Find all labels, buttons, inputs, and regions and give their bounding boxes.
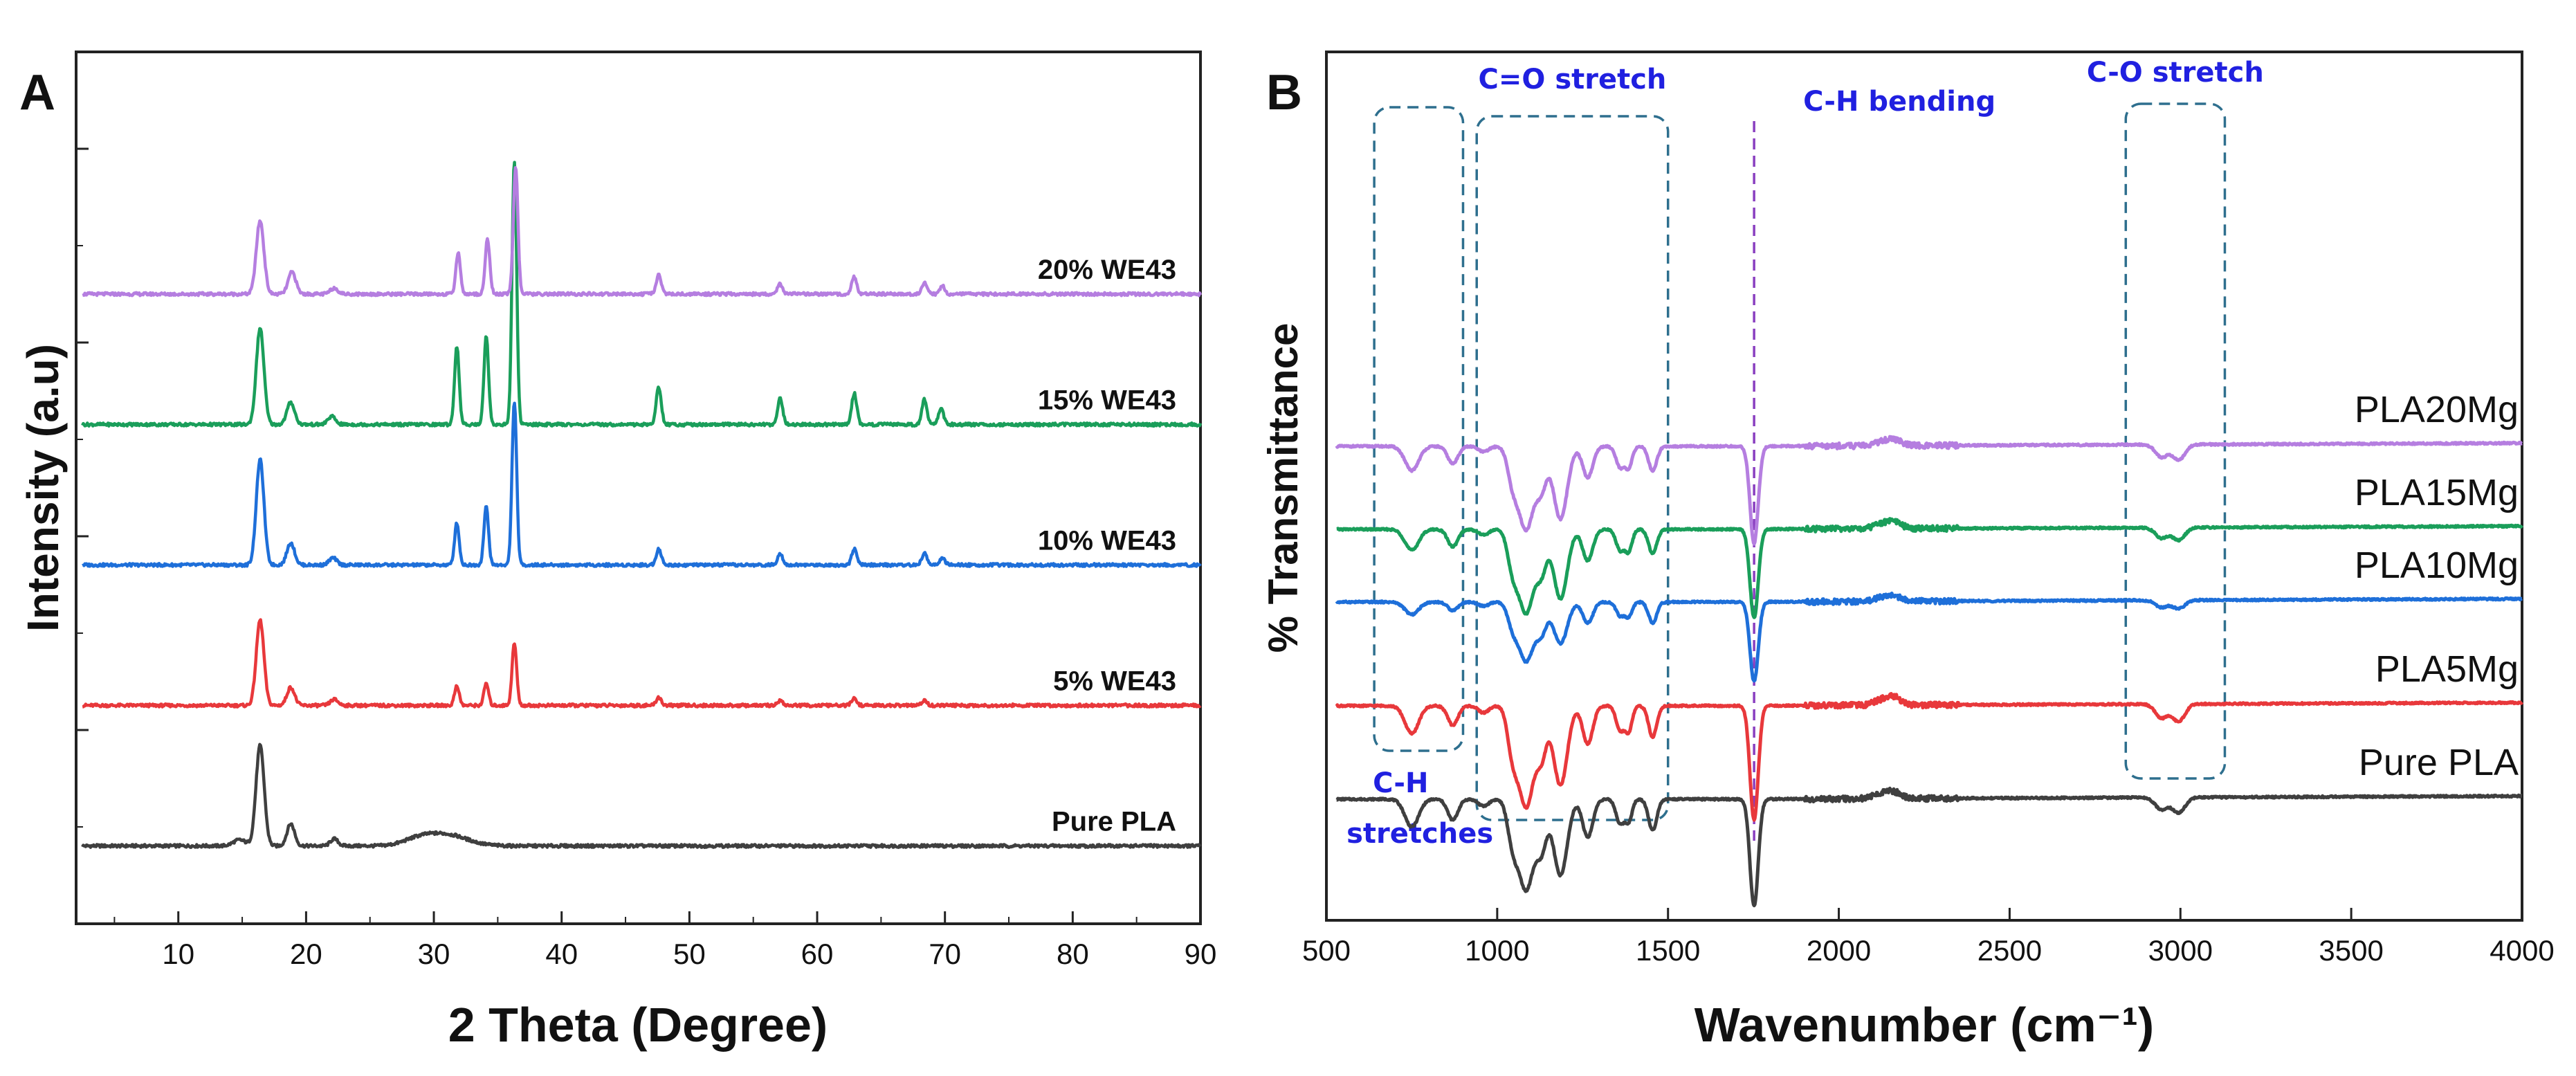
panel-b-x-tick-label-3000: 3000 — [2148, 934, 2213, 967]
panel-b-series-pla10mg — [1335, 591, 2523, 683]
panel-a-label: A — [19, 65, 55, 120]
panel-b-x-tick-label-500: 500 — [1302, 934, 1351, 967]
panel-b-annotations: C-H stretches C=O stretch C-O stretch C-H be… — [1346, 57, 2264, 850]
panel-b-series-labels: Pure PLA PLA5Mg PLA10Mg PLA15Mg PLA20Mg — [2355, 389, 2519, 783]
panel-a-y-ticks — [76, 147, 89, 828]
panel-b-frame — [1325, 51, 2523, 922]
panel-b-series — [1335, 435, 2524, 908]
panel-b-ftir-chart: C-H stretches C=O stretch C-O stretch C-H be… — [1260, 51, 2555, 1052]
panel-b-y-axis-title: % Transmittance — [1260, 323, 1306, 653]
panel-b-label-pla20mg: PLA20Mg — [2355, 389, 2519, 430]
panel-b-box-c-h-stretches — [1373, 106, 1465, 752]
panel-a-y-axis-title: Intensity (a.u) — [18, 344, 68, 632]
panel-a-x-tick-label-40: 40 — [545, 938, 578, 970]
panel-b-x-tick-label-4000: 4000 — [2490, 934, 2554, 967]
panel-b-label-pla5mg: PLA5Mg — [2375, 648, 2519, 690]
panel-a-series-labels: Pure PLA 5% WE43 10% WE43 15% WE43 20% WE43 — [1038, 255, 1176, 837]
panel-a-x-ticks: 10 20 30 40 50 60 70 80 90 — [113, 911, 1217, 970]
panel-a-label-10-we43: 10% WE43 — [1038, 526, 1176, 556]
panel-a-x-tick-label-20: 20 — [290, 938, 322, 970]
panel-b-x-tick-label-1000: 1000 — [1465, 934, 1529, 967]
panel-b-series-pla20mg — [1335, 435, 2523, 546]
panel-b-annot-c-o-stretch: C=O stretch — [1479, 64, 1667, 95]
panel-b-series-pure-pla — [1335, 786, 2523, 908]
panel-b-series-pla5mg — [1335, 692, 2524, 822]
panel-b-annot-c-h-bending: C-H bending — [1803, 86, 1995, 118]
panel-b-x-ticks: 500 1000 1500 2000 2500 3000 3500 4000 — [1302, 908, 2555, 967]
panel-b-label: B — [1266, 65, 1302, 120]
panel-a-x-tick-label-80: 80 — [1057, 938, 1089, 970]
panel-a-series — [81, 161, 1203, 849]
panel-a-series-5-we43 — [82, 618, 1202, 709]
panel-a-series-15-we43 — [81, 161, 1203, 428]
panel-b-box-c-o-stretch — [2124, 102, 2227, 780]
panel-a-series-10-we43 — [82, 401, 1202, 568]
panel-a-x-tick-label-60: 60 — [801, 938, 834, 970]
panel-a-x-tick-label-90: 90 — [1185, 938, 1217, 970]
panel-b-annot-c-o-stretch: C-O stretch — [2087, 57, 2264, 89]
panel-b-x-tick-label-2500: 2500 — [1977, 934, 2042, 967]
panel-a-label-15-we43: 15% WE43 — [1038, 385, 1176, 416]
panel-b-x-tick-label-1500: 1500 — [1636, 934, 1700, 967]
panel-a-x-tick-label-50: 50 — [673, 938, 706, 970]
panel-b-x-axis-title: Wavenumber (cm⁻¹) — [1695, 998, 2154, 1052]
panel-a-label-pure-pla: Pure PLA — [1052, 807, 1176, 837]
panel-a-x-tick-label-30: 30 — [418, 938, 450, 970]
panel-a-x-axis-title: 2 Theta (Degree) — [448, 998, 828, 1052]
panel-b-label-pure-pla: Pure PLA — [2359, 742, 2519, 783]
panel-a-label-5-we43: 5% WE43 — [1053, 666, 1176, 697]
panel-b-label-pla15mg: PLA15Mg — [2355, 472, 2519, 513]
panel-b-x-tick-label-2000: 2000 — [1807, 934, 1871, 967]
panel-b-x-tick-label-3500: 3500 — [2319, 934, 2383, 967]
panel-a-x-tick-label-10: 10 — [162, 938, 194, 970]
panel-b-series-pla15mg — [1335, 517, 2524, 619]
panel-b-label-pla10mg: PLA10Mg — [2355, 545, 2519, 586]
panel-a-x-tick-label-70: 70 — [929, 938, 961, 970]
panel-a-series-pure-pla — [81, 742, 1202, 849]
panel-a-xrd-chart: 10 20 30 40 50 60 70 80 90 Pure PLA 5% WE43 10% WE… — [18, 51, 1217, 1052]
panel-b-annot-c-h-stretches-line2: stretches — [1346, 818, 1493, 850]
panel-a-series-20-we43 — [82, 166, 1203, 298]
panel-b-annot-c-h-stretches-line1: C-H — [1373, 767, 1428, 799]
panel-a-label-20-we43: 20% WE43 — [1038, 255, 1176, 285]
panel-a-frame — [75, 51, 1202, 925]
